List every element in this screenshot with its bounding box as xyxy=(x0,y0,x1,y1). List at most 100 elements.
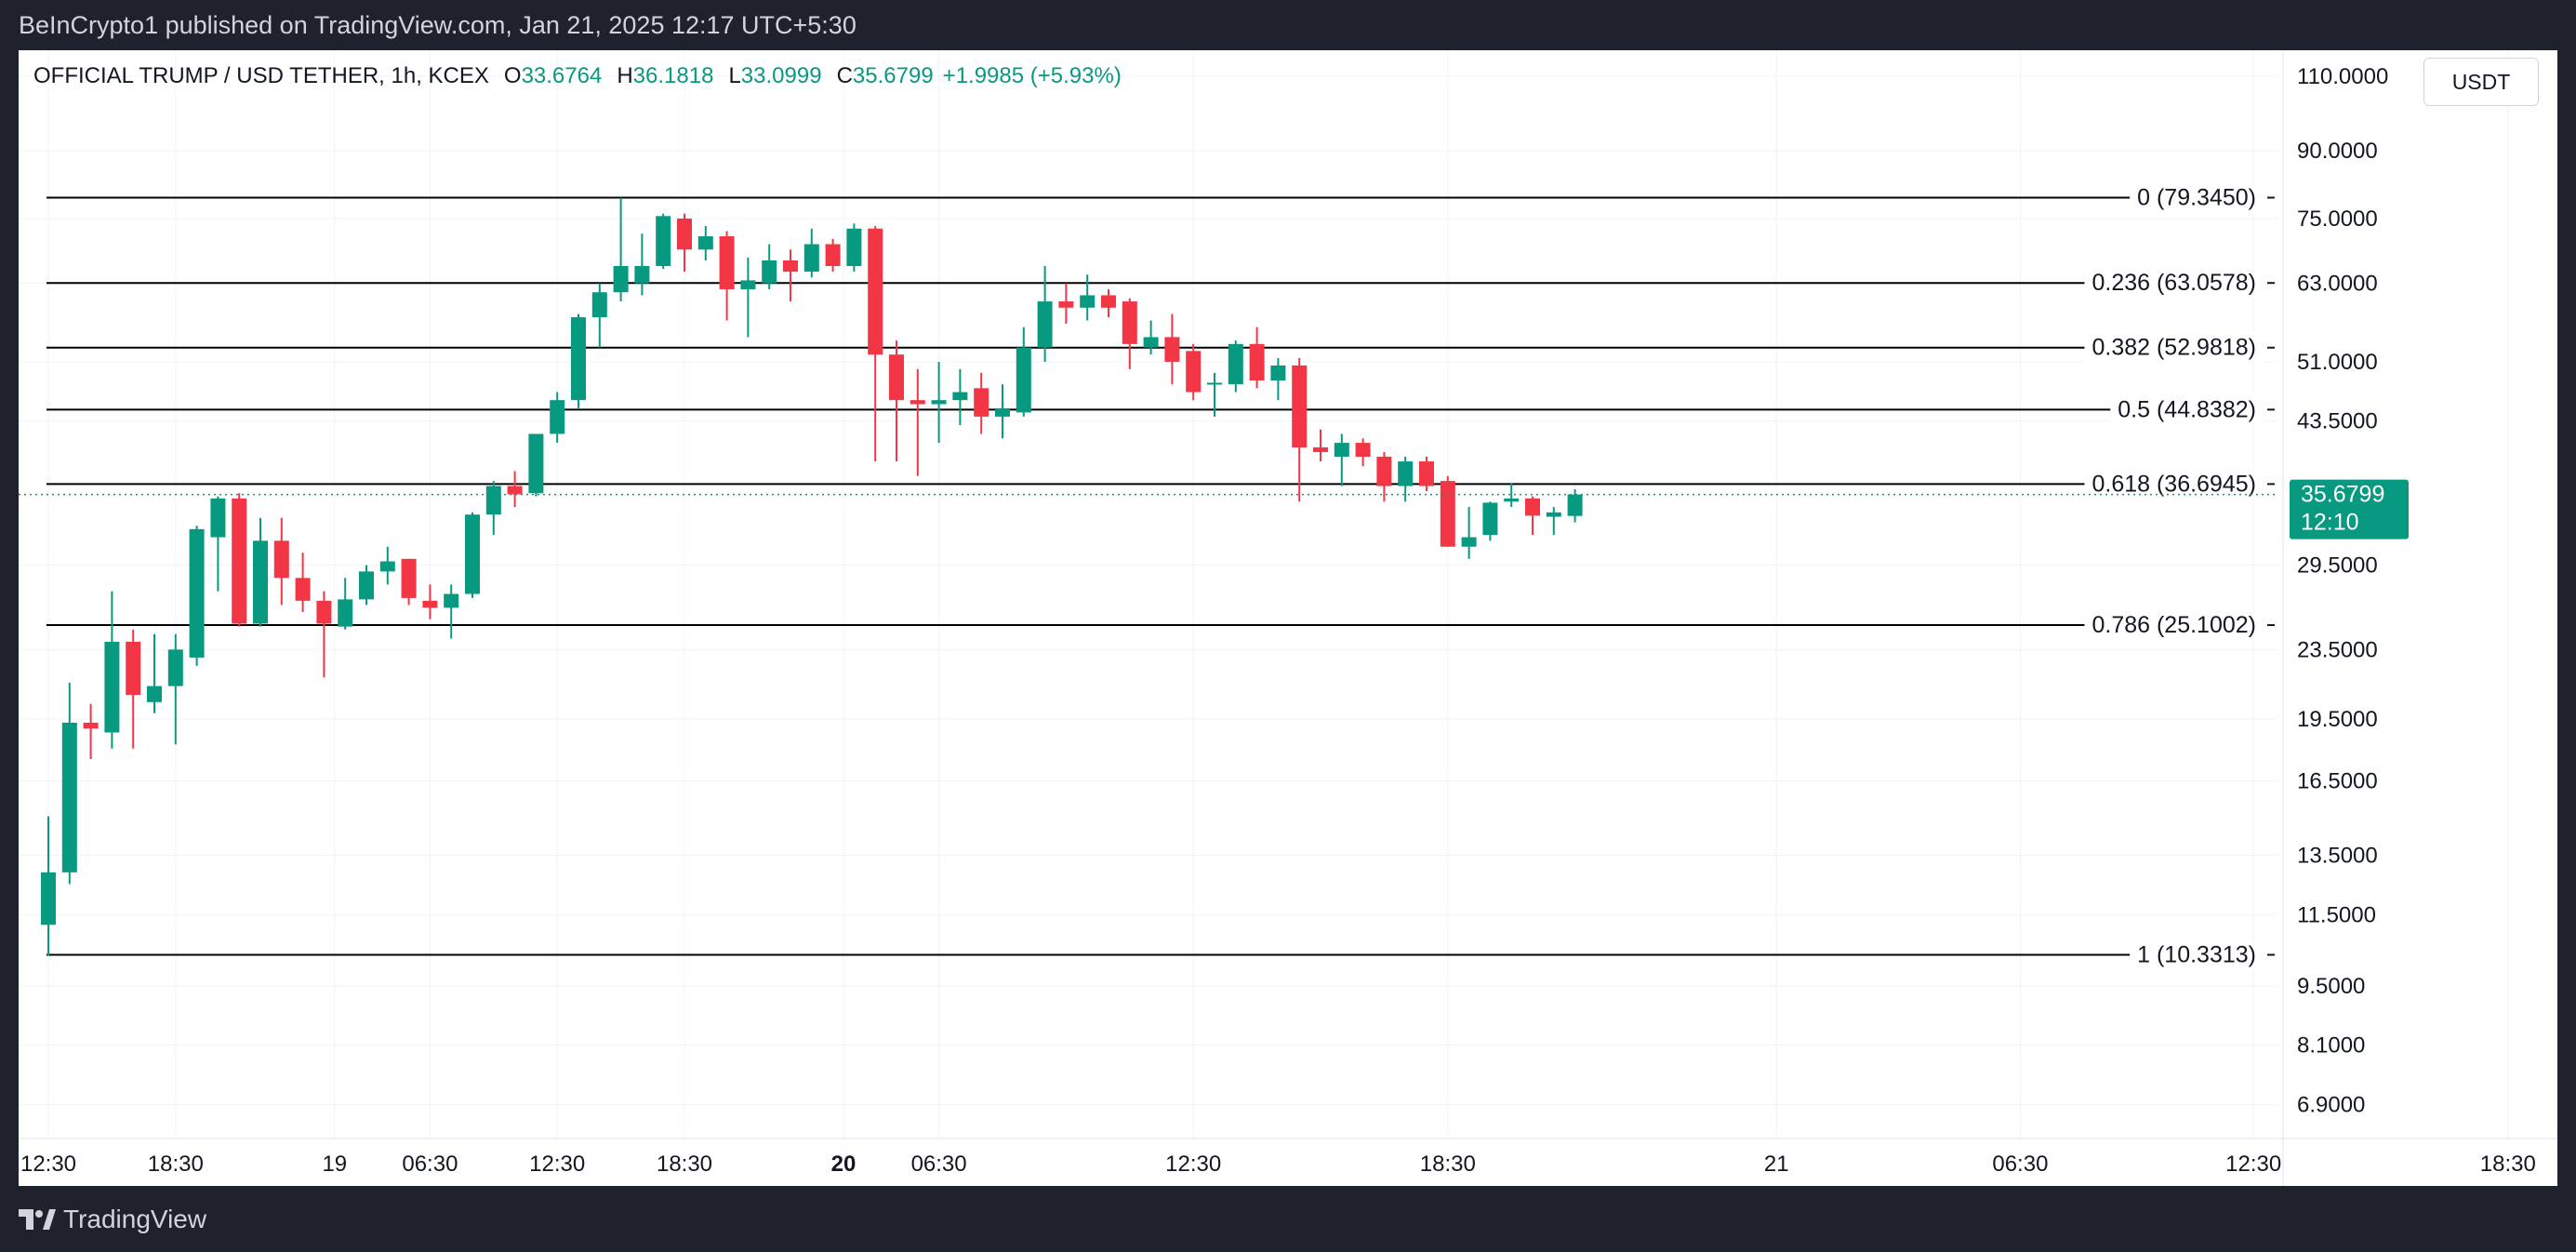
candle-body xyxy=(1186,351,1202,393)
time-tick-label: 12:30 xyxy=(529,1152,585,1177)
price-tick-label: 16.5000 xyxy=(2297,769,2378,794)
candle-body xyxy=(232,498,247,624)
candle-body xyxy=(1461,537,1477,547)
open-label: O xyxy=(503,63,522,88)
candle-body xyxy=(931,400,947,405)
price-tick-label: 63.0000 xyxy=(2297,272,2378,297)
current-price-value: 35.6799 xyxy=(2301,482,2384,508)
candle-body xyxy=(825,244,841,267)
change-value: +1.9985 (+5.93%) xyxy=(942,63,1122,88)
price-tick-label: 75.0000 xyxy=(2297,206,2378,232)
time-tick-label: 06:30 xyxy=(911,1152,967,1177)
countdown-timer: 12:10 xyxy=(2301,510,2359,536)
candle-body xyxy=(591,292,607,318)
candle-body xyxy=(167,649,183,686)
price-tick-label: 29.5000 xyxy=(2297,553,2378,579)
candle-body xyxy=(910,400,925,405)
candle-body xyxy=(507,486,523,495)
price-tick-label: 6.9000 xyxy=(2297,1093,2365,1118)
fib-label-background xyxy=(2130,182,2264,213)
candle-body xyxy=(1525,498,1540,516)
time-tick-label: 18:30 xyxy=(2480,1152,2536,1177)
time-tick-label: 19 xyxy=(322,1152,347,1177)
candle-body xyxy=(528,433,544,494)
candle-body xyxy=(697,236,713,250)
candle-body xyxy=(613,266,629,293)
candle-body xyxy=(316,600,332,624)
fib-label-background xyxy=(2110,394,2264,425)
candle-body xyxy=(1504,498,1520,502)
price-tick-label: 51.0000 xyxy=(2297,350,2378,375)
symbol-legend: OFFICIAL TRUMP / USD TETHER, 1h, KCEX O 3… xyxy=(33,63,1122,89)
price-axis: 6.9000 8.1000 9.5000 11.5000 13.5000 16.5000 1… xyxy=(19,50,2557,1186)
candle-body xyxy=(740,280,756,289)
price-tick-label: 9.5000 xyxy=(2297,974,2365,999)
time-tick-label: 18:30 xyxy=(657,1152,712,1177)
grid xyxy=(19,50,2509,1139)
price-tick-label: 13.5000 xyxy=(2297,844,2378,869)
candle-body xyxy=(762,260,777,284)
candle-body xyxy=(1228,343,1243,385)
candle-body xyxy=(126,641,141,696)
high-label: H xyxy=(617,63,633,88)
candle-body xyxy=(550,400,565,434)
price-tick-label: 8.1000 xyxy=(2297,1033,2365,1059)
fib-label-background xyxy=(2084,268,2264,299)
time-tick-label: 12:30 xyxy=(2225,1152,2281,1177)
candle-body xyxy=(1482,502,1498,536)
time-axis: 12:30 18:30 19 06:30 12:30 18:30 20 06:30 12:30 1… xyxy=(20,1152,2536,1177)
candle-body xyxy=(401,558,417,598)
candle-body xyxy=(1376,456,1392,486)
candle-body xyxy=(1398,461,1414,486)
candle-body xyxy=(1037,301,1053,348)
candle-body xyxy=(1122,301,1137,344)
fib-level-label: 0.236 (63.0578) xyxy=(2091,270,2256,296)
price-tick-label: 110.0000 xyxy=(2297,64,2388,89)
footer: TradingView xyxy=(0,1186,2576,1252)
price-tick-label: 90.0000 xyxy=(2297,139,2378,164)
candle-body xyxy=(253,540,268,624)
candle-body xyxy=(83,722,99,729)
candle-body xyxy=(147,686,162,702)
candle-body xyxy=(1546,512,1561,517)
candle-body xyxy=(422,600,438,608)
candle-body xyxy=(889,354,904,401)
fib-label-background xyxy=(2084,610,2264,641)
price-tick-label: 23.5000 xyxy=(2297,637,2378,662)
candle-body xyxy=(61,722,77,872)
time-tick-label: 12:30 xyxy=(1165,1152,1221,1177)
time-tick-label: 20 xyxy=(831,1152,856,1177)
candle-body xyxy=(995,407,1010,417)
current-price-tag xyxy=(2290,479,2409,539)
candle-body xyxy=(338,599,353,627)
currency-button[interactable]: USDT xyxy=(2423,58,2539,106)
fib-level-label: 0.786 (25.1002) xyxy=(2091,612,2256,638)
candle-body xyxy=(295,578,311,601)
candle-body xyxy=(868,228,883,355)
candle-body xyxy=(803,244,819,273)
fib-label-background xyxy=(2084,332,2264,363)
close-label: C xyxy=(836,63,853,88)
candle-body xyxy=(1313,447,1328,452)
symbol-name: OFFICIAL TRUMP / USD TETHER, 1h, KCEX xyxy=(33,63,489,88)
time-tick-label: 18:30 xyxy=(148,1152,204,1177)
candle-body xyxy=(1249,343,1265,381)
fib-label-background xyxy=(2130,939,2264,970)
chart-panel[interactable]: 0 (79.3450) 0.236 (63.0578) 0.382 (52.9818… xyxy=(19,50,2557,1186)
candle-body xyxy=(444,593,459,608)
tradingview-logo[interactable]: TradingView xyxy=(19,1205,206,1234)
candle-body xyxy=(104,641,120,733)
candle-body xyxy=(1355,443,1371,457)
time-tick-label: 12:30 xyxy=(20,1152,76,1177)
candle-body xyxy=(1143,337,1159,348)
price-chart[interactable]: 0 (79.3450) 0.236 (63.0578) 0.382 (52.9818… xyxy=(19,50,2557,1186)
candle-body xyxy=(379,561,395,572)
fib-level-label: 1 (10.3313) xyxy=(2137,941,2256,967)
price-tick-label: 43.5000 xyxy=(2297,408,2378,433)
candle-body xyxy=(189,528,205,658)
publish-text: BeInCrypto1 published on TradingView.com… xyxy=(19,11,856,39)
candle-body xyxy=(719,236,735,289)
fib-level-label: 0 (79.3450) xyxy=(2137,184,2256,210)
high-value: 36.1818 xyxy=(632,63,714,88)
candle-body xyxy=(571,317,586,401)
